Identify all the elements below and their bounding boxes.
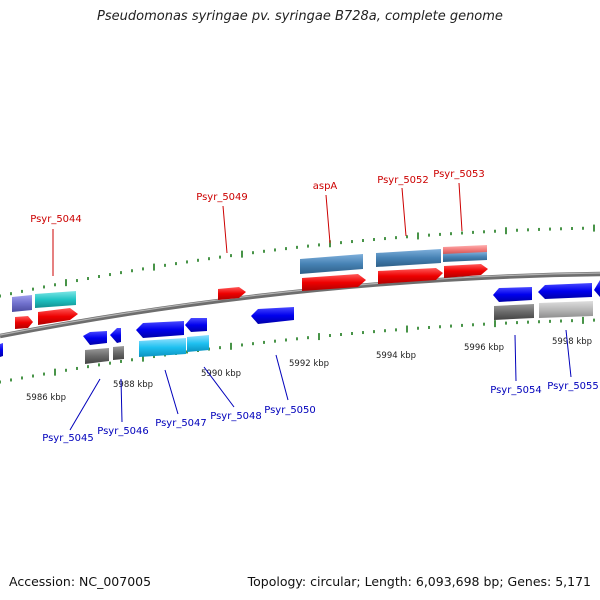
gene-feature-psyr-5052-steel[interactable]	[376, 249, 441, 267]
gene-label-psyr-5055[interactable]: Psyr_5055	[547, 381, 599, 392]
gene-arrow-blue-edge[interactable]	[0, 343, 3, 357]
gene-feature-psyr-5054-gray[interactable]	[494, 304, 534, 320]
gene-row-bottom	[0, 280, 600, 364]
gene-arrow-psyr-5049[interactable]	[218, 287, 246, 300]
gene-arrow-aspA[interactable]	[302, 274, 366, 291]
gene-labels-bottom: Psyr_5045 Psyr_5046 Psyr_5047 Psyr_5048 …	[42, 329, 599, 444]
scale-labels: 5986 kbp 5988 kbp 5990 kbp 5992 kbp 5994…	[26, 337, 592, 403]
leader-line	[401, 187, 407, 237]
gene-row-top	[12, 245, 488, 329]
gene-label-psyr-5045[interactable]: Psyr_5045	[42, 433, 94, 444]
leader-line	[565, 329, 572, 378]
accession-label: Accession: NC_007005	[9, 574, 152, 589]
gene-label-aspA[interactable]: aspA	[313, 181, 338, 192]
scale-label: 5996 kbp	[464, 343, 504, 353]
scale-label: 5990 kbp	[201, 369, 241, 379]
gene-arrow-psyr-5046[interactable]	[110, 328, 121, 343]
gene-feature-psyr-5047-sky[interactable]	[139, 338, 186, 357]
gene-label-psyr-5046[interactable]: Psyr_5046	[97, 426, 149, 437]
gene-arrow-psyr-5054[interactable]	[493, 287, 532, 302]
gene-arrow-psyr-5055[interactable]	[538, 283, 592, 299]
gene-arrow-psyr-5053[interactable]	[444, 264, 488, 278]
gene-arrow-psyr-5050[interactable]	[251, 307, 294, 324]
gene-feature-psyr-5048-sky[interactable]	[187, 335, 209, 352]
gene-feature-psyr-5045-gray[interactable]	[85, 348, 109, 364]
gene-feature-psyr-5055-light[interactable]	[539, 301, 593, 318]
scale-label: 5998 kbp	[552, 337, 592, 347]
leader-line	[458, 182, 463, 232]
gene-feature-psyr-5046-gray[interactable]	[113, 346, 124, 360]
scale-label: 5992 kbp	[289, 359, 329, 369]
gene-label-psyr-5054[interactable]: Psyr_5054	[490, 385, 542, 396]
gene-label-psyr-5053[interactable]: Psyr_5053	[433, 169, 485, 180]
gene-arrow-psyr-5047[interactable]	[136, 321, 184, 338]
gene-arrow-psyr-5048[interactable]	[185, 318, 207, 332]
gene-label-psyr-5044[interactable]: Psyr_5044	[30, 214, 82, 225]
genome-stats-label: Topology: circular; Length: 6,093,698 bp…	[247, 574, 591, 589]
scale-label: 5988 kbp	[113, 380, 153, 390]
leader-line	[222, 205, 228, 254]
gene-feature-purple[interactable]	[12, 295, 32, 312]
gene-arrow-psyr-5045[interactable]	[83, 331, 107, 345]
leader-line	[275, 354, 289, 401]
gene-feature-psyr-5053-steel[interactable]	[443, 252, 487, 262]
scale-label: 5986 kbp	[26, 393, 66, 403]
leader-line	[325, 194, 331, 244]
leader-line	[69, 378, 101, 431]
gene-feature-psyr-5044-cyan[interactable]	[35, 291, 76, 308]
genome-backbone	[0, 271, 600, 339]
gene-feature-aspA-steel[interactable]	[300, 254, 363, 274]
gene-label-psyr-5048[interactable]: Psyr_5048	[210, 411, 262, 422]
gene-arrow-red[interactable]	[15, 316, 33, 329]
gene-arrow-psyr-5052[interactable]	[378, 268, 443, 284]
gene-label-psyr-5050[interactable]: Psyr_5050	[264, 405, 316, 416]
genome-backbone-highlight	[0, 272, 600, 336]
scale-label: 5994 kbp	[376, 351, 416, 361]
gene-arrow-psyr-5044[interactable]	[38, 308, 78, 325]
gene-arrow-blue-right-edge[interactable]	[594, 280, 600, 297]
leader-line	[164, 369, 179, 415]
leader-line	[514, 334, 517, 382]
gene-label-psyr-5052[interactable]: Psyr_5052	[377, 175, 429, 186]
gene-labels-top: Psyr_5044 Psyr_5049 aspA Psyr_5052 Psyr_…	[30, 169, 485, 276]
genome-title: Pseudomonas syringae pv. syringae B728a,…	[97, 9, 503, 24]
leader-line	[203, 366, 235, 408]
leader-line	[120, 378, 123, 423]
gene-label-psyr-5049[interactable]: Psyr_5049	[196, 192, 248, 203]
gene-label-psyr-5047[interactable]: Psyr_5047	[155, 418, 207, 429]
